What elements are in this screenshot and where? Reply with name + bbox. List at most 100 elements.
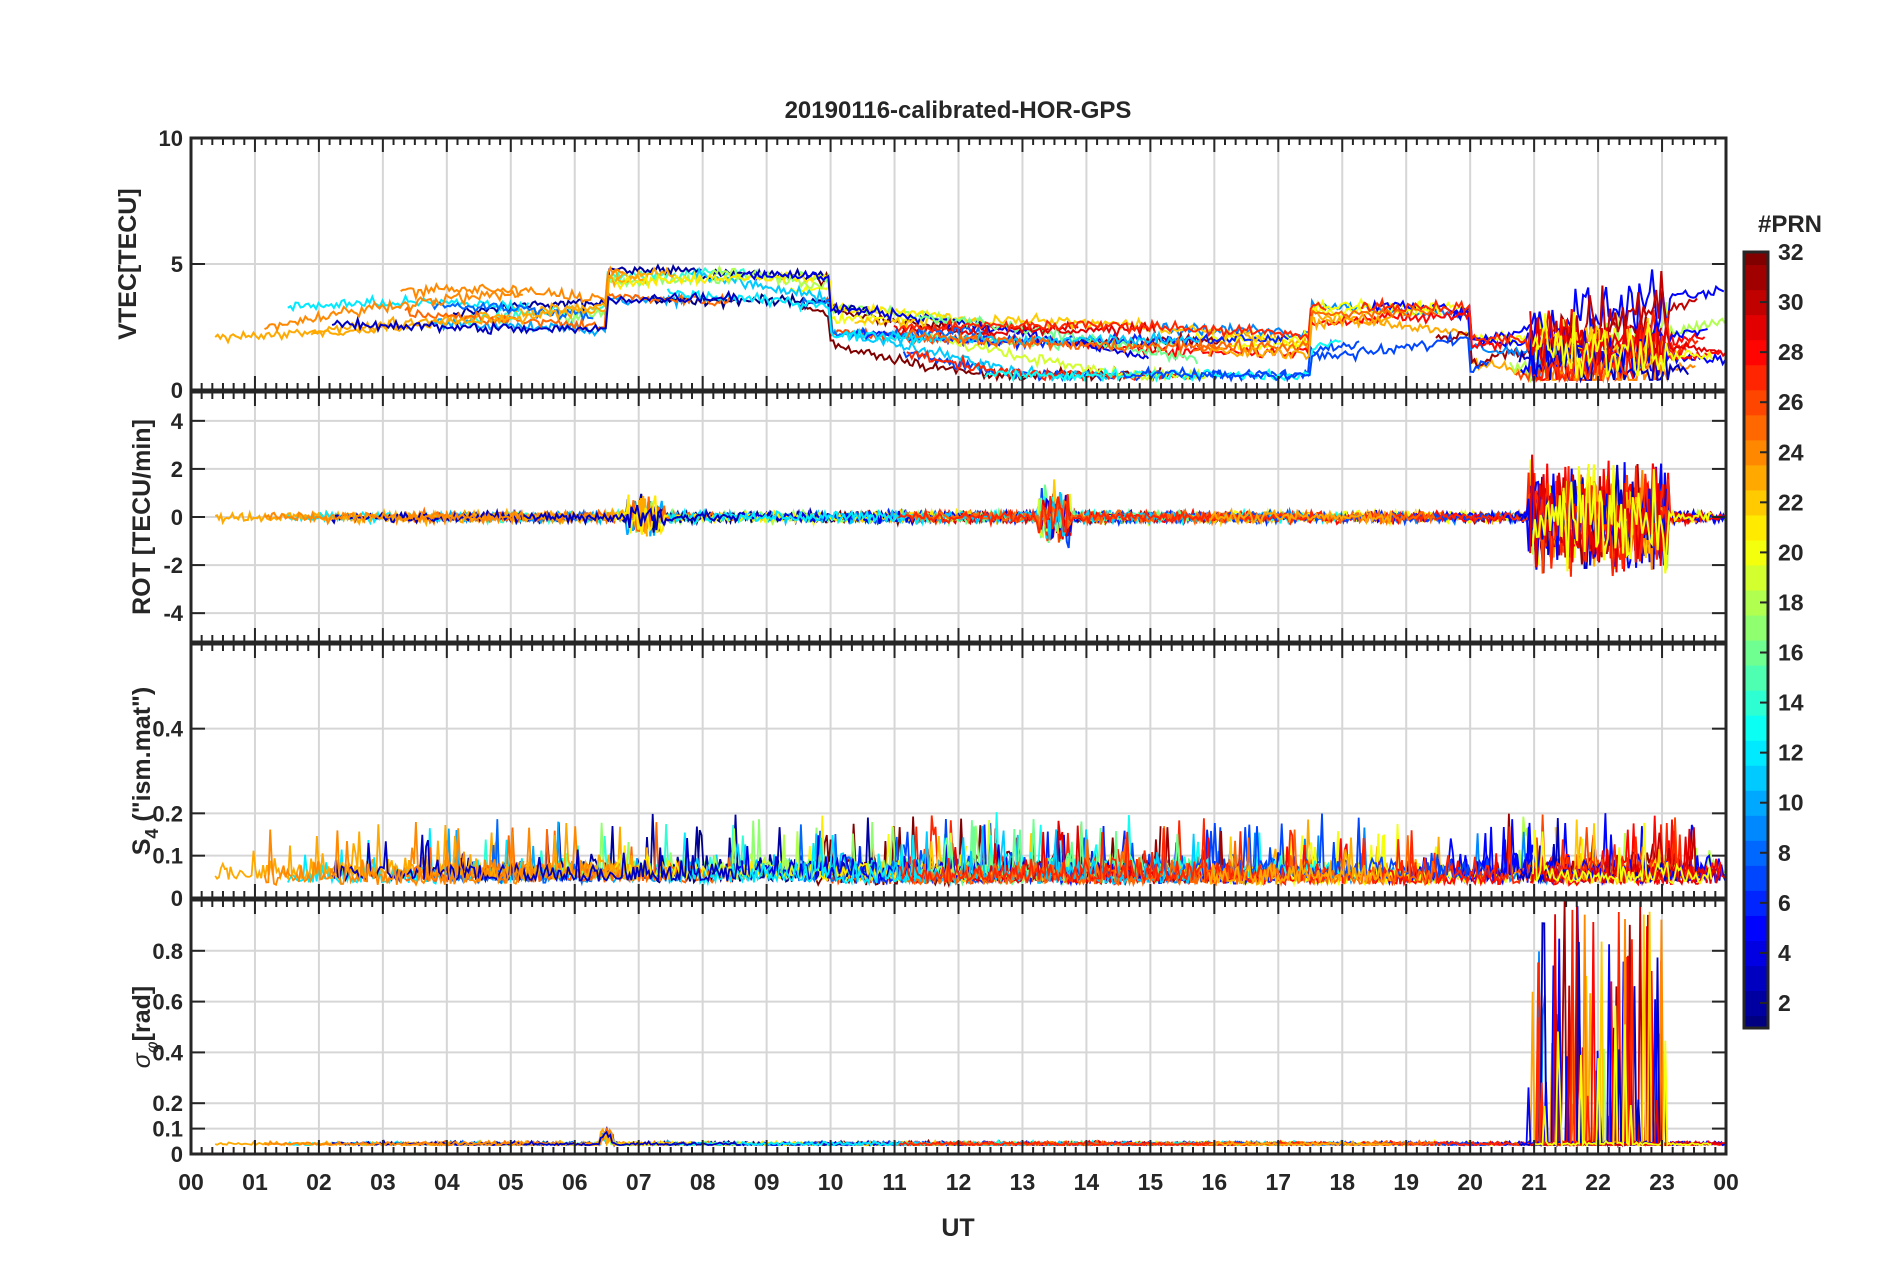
- x-tick-label: 22: [1585, 1169, 1611, 1195]
- series-line-prn-27: [1533, 317, 1699, 383]
- x-tick-label: 18: [1329, 1169, 1355, 1195]
- x-tick-label: 11: [882, 1169, 907, 1195]
- series-line-prn-2: [702, 267, 875, 317]
- series-line-prn-2: [452, 263, 702, 321]
- panel-rot-y-tick-label: 4: [171, 409, 184, 434]
- x-tick-label: 19: [1393, 1169, 1419, 1195]
- x-tick-label: 23: [1649, 1169, 1675, 1195]
- series-line-prn-3: [331, 504, 742, 531]
- x-tick-label: 00: [178, 1169, 204, 1195]
- series-line-prn-5: [1371, 906, 1726, 1147]
- panel-s4-y-tick-label: 0.4: [152, 717, 183, 742]
- series-line-prn-24: [263, 508, 525, 527]
- x-tick-label: 10: [818, 1169, 844, 1195]
- colorbar-swatch: [1744, 252, 1768, 266]
- colorbar-swatch: [1744, 715, 1768, 741]
- x-tick-label: 13: [1010, 1169, 1036, 1195]
- chart-title: 20190116-calibrated-HOR-GPS: [785, 97, 1132, 124]
- series-line-prn-29: [1529, 828, 1721, 886]
- series-line-prn-23: [1208, 837, 1392, 886]
- panel-sigma-y-tick-label: 0.8: [152, 939, 183, 964]
- colorbar-tick-label: 16: [1778, 640, 1804, 666]
- colorbar-tick-label: 24: [1778, 439, 1804, 465]
- panel-rot-y-tick-label: -2: [163, 553, 183, 578]
- x-tick-label: 05: [498, 1169, 524, 1195]
- colorbar-tick-label: 26: [1778, 389, 1804, 415]
- colorbar-tick-label: 20: [1778, 539, 1804, 565]
- series-line-prn-19: [944, 335, 1207, 382]
- panel-rot-y-tick-label: 0: [171, 505, 183, 530]
- series-line-prn-24: [263, 828, 525, 887]
- x-tick-label: 17: [1265, 1169, 1291, 1195]
- colorbar-swatch: [1744, 965, 1768, 992]
- series-line-prn-7: [1121, 330, 1490, 383]
- series-line-prn-12: [666, 832, 932, 887]
- panel-vtec-y-tick-label: 5: [171, 252, 183, 277]
- panel-vtec-y-label: VTEC[TECU]: [114, 188, 142, 339]
- panel-sigma-y-tick-label: 0.2: [152, 1091, 183, 1116]
- panel-sigma-y-tick-label: 0.6: [152, 990, 183, 1015]
- series-line-prn-22: [854, 312, 1263, 344]
- panel-s4-y-tick-label: 0: [171, 886, 183, 911]
- x-tick-label: 06: [562, 1169, 588, 1195]
- colorbar-swatch: [1744, 564, 1768, 591]
- series-line-prn-23: [1208, 312, 1392, 361]
- x-tick-label: 14: [1074, 1169, 1100, 1195]
- panel-vtec-y-tick-label: 0: [171, 378, 183, 403]
- panel-sigma-y-label: σφ[rad]: [128, 986, 162, 1068]
- series-line-prn-12: [666, 288, 933, 347]
- panel-rot-y-tick-label: 2: [171, 457, 183, 482]
- x-tick-label: 01: [242, 1169, 268, 1195]
- colorbar-tick-label: 14: [1778, 690, 1804, 716]
- panel-s4-y-tick-label: 0.1: [152, 844, 183, 869]
- series-line-prn-27: [897, 301, 1327, 342]
- colorbar-swatch: [1744, 264, 1768, 291]
- panel-sigma-y-tick-label: 0.4: [152, 1040, 183, 1065]
- x-tick-label: 08: [690, 1169, 716, 1195]
- series-line-prn-3: [331, 289, 740, 336]
- series-line-prn-23: [1208, 1139, 1392, 1147]
- series-line-prn-11: [690, 266, 1132, 382]
- colorbar-tick-label: 4: [1778, 940, 1791, 966]
- panel-vtec-y-tick-label: 10: [159, 126, 183, 151]
- panel-rot-y-label: ROT [TECU/min]: [128, 419, 156, 615]
- colorbar-tick-label: 6: [1778, 890, 1791, 916]
- colorbar-swatch: [1744, 514, 1768, 541]
- colorbar-label: #PRN: [1758, 211, 1822, 238]
- colorbar-tick-label: 2: [1778, 990, 1791, 1016]
- colorbar-swatch: [1744, 665, 1768, 691]
- series-line-prn-27: [1533, 830, 1700, 881]
- x-tick-label: 21: [1521, 1169, 1547, 1195]
- colorbar-swatch: [1744, 915, 1768, 941]
- series-line-prn-6: [855, 328, 1289, 353]
- panel-rot-y-tick-label: -4: [163, 601, 183, 626]
- x-tick-label: 15: [1138, 1169, 1164, 1195]
- panel-sigma-y-tick-label: 0.1: [152, 1117, 183, 1142]
- series-line-prn-24: [400, 265, 624, 306]
- series-line-prn-23: [1208, 508, 1393, 526]
- colorbar-tick-label: 30: [1778, 289, 1804, 315]
- colorbar-swatch: [1744, 414, 1768, 441]
- colorbar-swatch: [1744, 614, 1768, 641]
- series-line-prn-25: [906, 328, 1233, 355]
- x-tick-label: 20: [1457, 1169, 1483, 1195]
- series-line-prn-5: [1449, 269, 1725, 359]
- colorbar-swatch: [1744, 1015, 1768, 1029]
- colorbar-swatch: [1744, 314, 1768, 341]
- colorbar-tick-label: 22: [1778, 489, 1804, 515]
- colorbar-tick-label: 18: [1778, 589, 1804, 615]
- series-line-prn-25: [1192, 829, 1436, 887]
- panel-s4-y-label: S4 ("ism.mat"): [128, 687, 162, 856]
- series-line-prn-24: [264, 289, 523, 333]
- colorbar-swatch: [1744, 364, 1768, 391]
- series-line-prn-25: [1192, 305, 1437, 354]
- series-line-prn-20: [1531, 463, 1712, 574]
- colorbar-tick-label: 12: [1778, 740, 1804, 766]
- x-tick-label: 00: [1713, 1169, 1739, 1195]
- series-line-prn-9: [1160, 951, 1556, 1147]
- x-tick-label: 02: [306, 1169, 332, 1195]
- x-tick-label: 04: [434, 1169, 460, 1195]
- series-line-prn-20: [1531, 311, 1713, 379]
- colorbar-swatch: [1744, 765, 1768, 791]
